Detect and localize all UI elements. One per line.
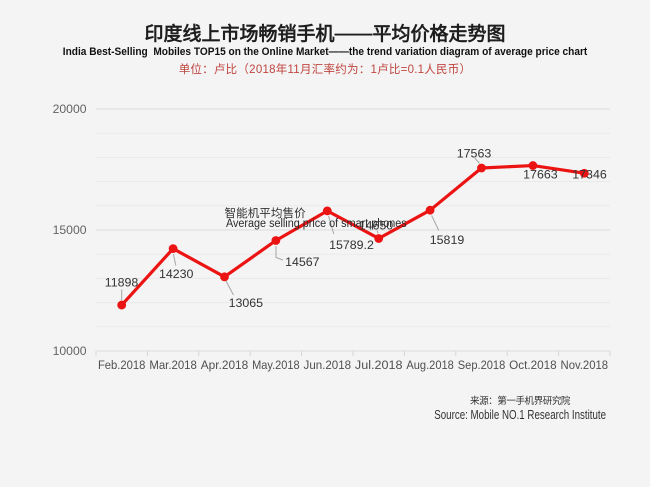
price-series-line [120, 163, 586, 307]
data-value-label: 14567 [285, 255, 320, 269]
x-axis-tick-label: Oct.2018 [509, 358, 557, 372]
data-point-jul-2018 [374, 234, 384, 243]
x-axis-tick-label: Nov.2018 [561, 358, 609, 372]
x-axis-tick-label: Mar.2018 [149, 358, 197, 372]
data-point-jun-2018 [322, 206, 332, 216]
data-value-label: 17663 [523, 167, 558, 181]
unit-note: 单位：卢比（2018年11月汇率约为：1卢比=0.1人民币） [178, 63, 472, 76]
source-line-en: Source: Mobile NO.1 Research Institute [390, 408, 650, 422]
data-point-apr-2018 [220, 272, 229, 282]
label-leader-line [376, 230, 379, 234]
x-axis-tick-label: Jul.2018 [355, 358, 403, 372]
label-leader-line [474, 157, 480, 164]
source-line-en-text: Source: Mobile NO.1 Research Institute [434, 407, 606, 422]
y-axis-tick-label: 15000 [53, 223, 87, 237]
data-point-mar-2018 [168, 244, 178, 254]
data-value-label: 13065 [229, 296, 264, 310]
data-value-label: 15789.2 [329, 238, 374, 252]
data-point-feb-2018 [117, 300, 127, 310]
data-value-label: 17346 [572, 167, 607, 181]
data-value-label: 14230 [159, 267, 194, 281]
data-point-aug-2018 [425, 205, 435, 215]
y-axis-tick-label: 10000 [53, 344, 87, 358]
chart-subtitle: India Best-Selling Mobiles TOP15 on the … [0, 46, 650, 58]
x-axis-tick-label: Feb.2018 [98, 358, 146, 372]
label-leader-line [172, 253, 177, 266]
data-point-oct-2018 [528, 161, 538, 170]
series-annotation-zh: 智能机平均售价 [224, 206, 306, 220]
data-value-label: 15819 [430, 233, 465, 247]
label-leader-line [328, 215, 335, 235]
x-axis-tick-label: Aug.2018 [406, 358, 454, 372]
data-value-label: 11898 [105, 276, 139, 290]
data-value-label: 14650 [359, 219, 394, 233]
series-annotation-en-text: Average selling price of smart phones [226, 218, 407, 230]
label-leader-line [275, 246, 284, 261]
data-point-nov-2018 [579, 168, 589, 178]
label-leader-line [431, 215, 440, 231]
y-axis-tick-label: 20000 [53, 102, 87, 116]
x-axis-tick-label: Jun.2018 [304, 358, 352, 372]
label-leader-line [225, 280, 234, 296]
chart-title: 印度线上市场畅销手机——平均价格走势图 [144, 24, 506, 45]
data-point-may-2018 [271, 236, 281, 245]
source-line-zh: 来源：第一手机界研究院 [469, 396, 571, 407]
chart-subtitle-text: India Best-Selling Mobiles TOP15 on the … [62, 45, 588, 58]
series-annotation-en: Average selling price of smart phones [226, 218, 418, 230]
x-axis-tick-label: Sep.2018 [458, 358, 506, 372]
data-point-sep-2018 [477, 163, 486, 173]
x-axis-tick-label: May.2018 [252, 358, 300, 372]
x-axis-tick-label: Apr.2018 [201, 358, 249, 372]
data-value-label: 17563 [457, 146, 492, 160]
